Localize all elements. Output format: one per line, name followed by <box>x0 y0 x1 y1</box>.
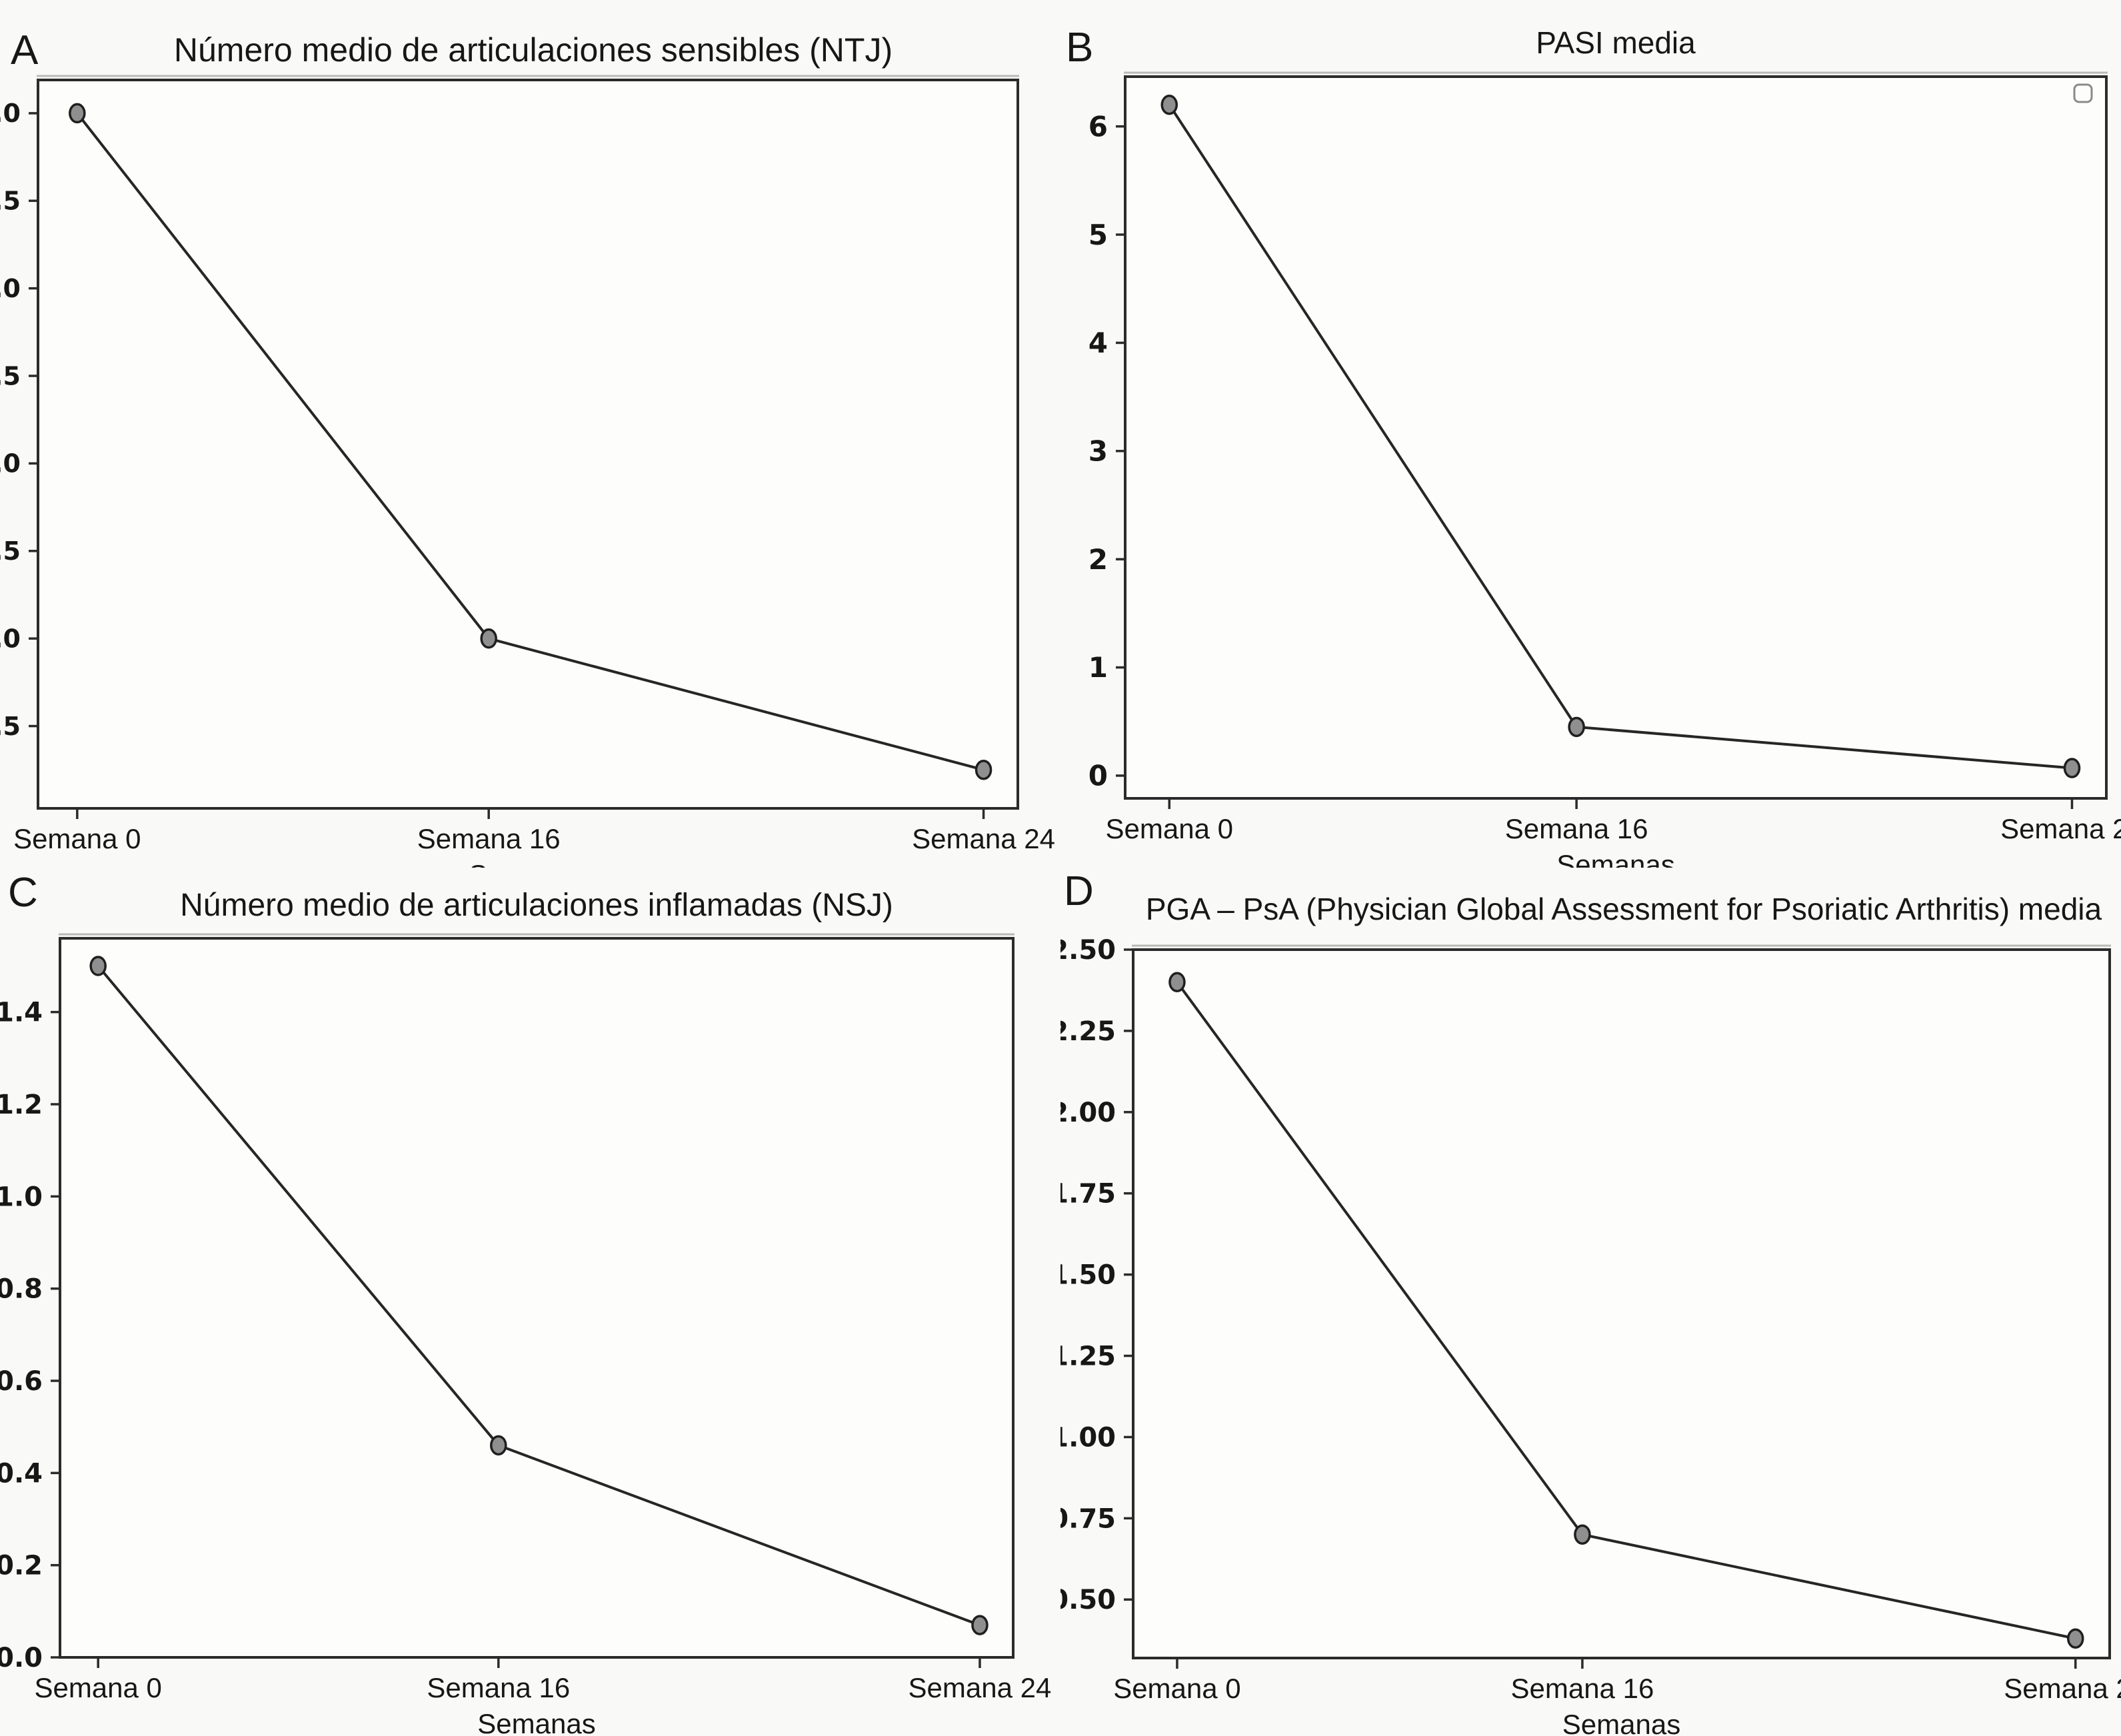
y-tick-label: 6 <box>1088 110 1108 143</box>
data-point <box>490 1435 507 1456</box>
y-tick-label: 1.75 <box>1060 1179 1116 1210</box>
y-tick-label: 0.0 <box>0 1643 43 1673</box>
y-tick-label: 1.2 <box>0 1090 43 1120</box>
y-axis: 6 5 4 3 2 1 0 <box>1088 110 1125 792</box>
chart-title-a: Número medio de articulaciones sensibles… <box>174 31 893 69</box>
data-points <box>1160 94 2081 778</box>
y-tick-label: 4.0 <box>0 99 21 128</box>
x-axis-title: Semanas <box>1562 1709 1680 1736</box>
chart-title-d: PGA – PsA (Physician Global Assessment f… <box>1146 892 2102 926</box>
x-axis-title: Semanas <box>1556 849 1674 868</box>
panel-letter-c: C <box>8 870 38 916</box>
plot-border <box>37 79 1019 810</box>
y-tick-label: 3.0 <box>0 274 21 303</box>
x-axis-title: Semanas <box>469 859 587 868</box>
data-point <box>1160 94 1178 115</box>
y-axis: 1.4 1.2 1.0 0.8 0.6 0.4 0.2 0.0 <box>0 998 60 1673</box>
data-points <box>1168 972 2084 1649</box>
plot-area-d: 2.50 2.25 2.00 1.75 1.50 1.25 1.00 0.75 0.50 Sema… <box>1060 935 2121 1736</box>
data-point <box>1574 1524 1591 1545</box>
x-tick-label: Semana 24 <box>909 1672 1052 1703</box>
plot-border <box>59 937 1015 1659</box>
data-point <box>975 759 993 780</box>
x-tick-label: Semana 24 <box>2000 813 2121 844</box>
x-tick-label: Semana 24 <box>912 823 1055 854</box>
y-tick-label: 2.5 <box>0 361 21 391</box>
y-tick-label: 0.8 <box>0 1274 43 1305</box>
y-tick-label: 1.0 <box>0 624 21 653</box>
y-tick-label: 1.4 <box>0 998 43 1028</box>
chart-panel-a: A Número medio de articulaciones sensibl… <box>0 27 1055 868</box>
x-axis: Semana 0 Semana 16 Semana 24 Semanas <box>1113 1658 2121 1736</box>
panel-letter-a: A <box>11 27 39 73</box>
x-axis: Semana 0 Semana 16 Semana 24 Semanas <box>34 1657 1051 1736</box>
x-axis: Semana 0 Semana 16 Semana 24 Semanas <box>1106 798 2121 868</box>
y-tick-label: 3.5 <box>0 187 21 216</box>
data-point <box>480 628 497 649</box>
y-tick-label: 2 <box>1088 543 1108 576</box>
data-point <box>2066 1628 2084 1649</box>
x-tick-label: Semana 0 <box>34 1672 161 1703</box>
y-tick-label: 0.50 <box>1060 1585 1116 1615</box>
y-tick-label: 3 <box>1088 434 1108 467</box>
y-tick-label: 1.00 <box>1060 1422 1116 1453</box>
chart-title-b: PASI media <box>1536 25 1696 60</box>
y-axis: 4.0 3.5 3.0 2.5 2.0 1.5 1.0 0.5 <box>0 99 38 741</box>
plot-border <box>1132 948 2111 1659</box>
y-tick-label: 2.25 <box>1060 1016 1116 1047</box>
y-tick-label: 2.00 <box>1060 1098 1116 1128</box>
plot-area-a: 4.0 3.5 3.0 2.5 2.0 1.5 1.0 0.5 Semana 0 Semana 1… <box>0 75 1055 868</box>
y-tick-label: 0 <box>1088 760 1108 792</box>
y-tick-label: 4 <box>1088 327 1108 359</box>
data-point <box>2063 758 2081 778</box>
panel-letter-b: B <box>1066 25 1093 71</box>
panel-letter-d: D <box>1064 868 1094 914</box>
y-tick-label: 0.2 <box>0 1551 43 1581</box>
y-tick-label: 1.50 <box>1060 1260 1116 1291</box>
y-tick-label: 2.50 <box>1060 935 1116 966</box>
x-tick-label: Semana 0 <box>1106 813 1233 844</box>
x-tick-label: Semana 16 <box>1505 813 1648 844</box>
data-point <box>89 956 107 976</box>
x-axis: Semana 0 Semana 16 Semana 24 Semanas <box>13 808 1055 868</box>
chart-panel-d: D PGA – PsA (Physician Global Assessment… <box>1060 868 2121 1736</box>
y-tick-label: 5 <box>1088 219 1108 251</box>
plot-area-b: 6 5 4 3 2 1 0 Semana 0 Semana 16 Semana 24 Semanas <box>1088 71 2121 868</box>
y-tick-label: 0.4 <box>0 1458 43 1489</box>
x-tick-label: Semana 0 <box>1113 1673 1240 1704</box>
x-tick-label: Semana 24 <box>2004 1673 2121 1704</box>
plot-border <box>1124 75 2108 800</box>
y-tick-label: 0.75 <box>1060 1503 1116 1534</box>
chart-panel-c: C Número medio de articulaciones inflama… <box>0 870 1051 1736</box>
data-point <box>1568 716 1585 738</box>
y-tick-label: 0.6 <box>0 1366 43 1397</box>
y-axis: 2.50 2.25 2.00 1.75 1.50 1.25 1.00 0.75 0.50 <box>1060 935 1133 1615</box>
x-tick-label: Semana 16 <box>1510 1673 1654 1704</box>
data-point <box>69 103 86 124</box>
x-tick-label: Semana 16 <box>417 823 561 854</box>
y-tick-label: 1.5 <box>0 536 21 566</box>
data-points <box>89 956 989 1635</box>
chart-title-c: Número medio de articulaciones inflamada… <box>180 888 893 923</box>
y-tick-label: 1 <box>1088 651 1108 684</box>
legend-box <box>2073 83 2093 103</box>
x-tick-label: Semana 16 <box>427 1672 570 1703</box>
data-point <box>1168 972 1186 993</box>
y-tick-label: 0.5 <box>0 712 21 741</box>
x-tick-label: Semana 0 <box>13 823 141 854</box>
y-tick-label: 1.0 <box>0 1182 43 1212</box>
x-axis-title: Semanas <box>477 1708 595 1736</box>
data-point <box>971 1615 989 1635</box>
y-tick-label: 2.0 <box>0 449 21 478</box>
data-points <box>69 103 993 780</box>
y-tick-label: 1.25 <box>1060 1341 1116 1372</box>
